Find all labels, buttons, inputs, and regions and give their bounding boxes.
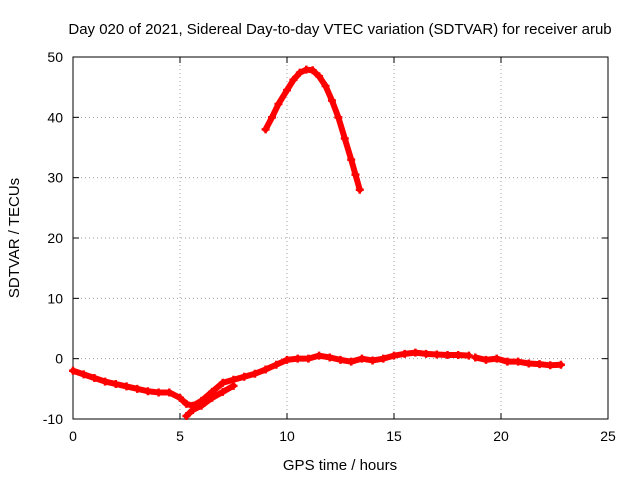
x-tick-label: 0 [69,428,77,444]
grid-lines [73,57,608,419]
data-point [556,360,565,369]
series-arc-4 [471,353,565,370]
y-axis-label: SDTVAR / TECUs [6,178,23,298]
series-arc-1 [69,348,473,410]
y-tick-label: 20 [47,230,63,246]
data-point [229,381,238,390]
y-tick-label: -10 [43,411,63,427]
x-axis-ticks: 0 5 10 15 20 25 [69,57,616,444]
y-axis-ticks: -10 0 10 20 30 40 50 [43,49,608,427]
x-axis-label: GPS time / hours [283,457,397,474]
data-points [69,65,565,420]
x-tick-label: 25 [600,428,616,444]
x-tick-label: 20 [493,428,509,444]
series-arc-2 [182,381,238,420]
chart-title: Day 020 of 2021, Sidereal Day-to-day VTE… [68,21,611,38]
data-point [355,185,364,194]
x-tick-label: 10 [279,428,295,444]
series-arc-3 [261,65,364,194]
y-tick-label: 30 [47,170,63,186]
x-tick-label: 15 [386,428,402,444]
y-tick-label: 40 [47,109,63,125]
x-tick-label: 5 [176,428,184,444]
y-tick-label: 50 [47,49,63,65]
data-point [464,351,473,360]
y-tick-label: 10 [47,290,63,306]
y-tick-label: 0 [55,351,63,367]
